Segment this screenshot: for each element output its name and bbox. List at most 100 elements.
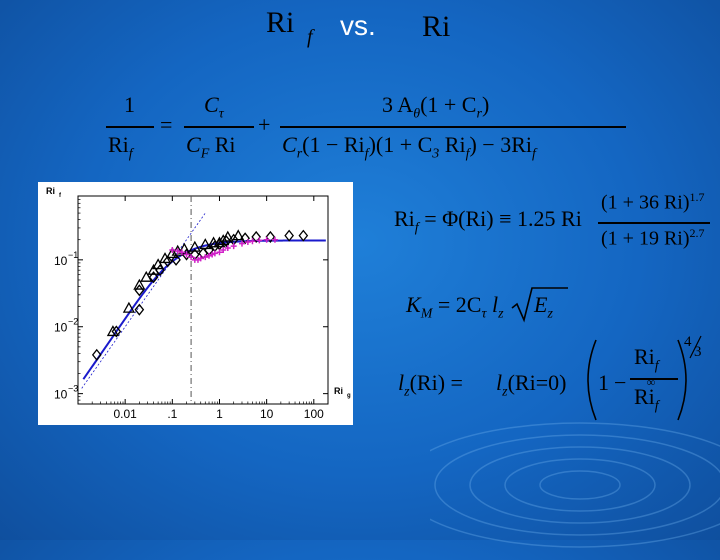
triangle-point [166,247,179,259]
eq1-t1-den: CF Ri [186,132,236,162]
triangle-point [217,234,230,246]
x-tick-label: 10 [260,407,274,421]
triangle-point [213,236,226,248]
plus-point [178,249,185,256]
eq4-parens [587,339,687,421]
plus-point [220,247,227,254]
ri-equals-line [81,212,206,389]
y-tick-label: 10 [54,321,68,335]
diamond-point [111,325,122,338]
eq4-rhs: lz(Ri=0) [496,370,567,400]
title-ri-f: Ri [266,6,295,39]
plus-point [188,254,195,261]
plus-point [206,252,213,259]
triangle-point [221,230,234,242]
plus-point [216,249,223,256]
eq1-lhs-den: Rif [108,132,133,162]
eq4-exp-den: 3 [694,344,702,360]
eq3-expr: KM = 2Cτ lz [406,292,504,322]
y-tick-label: 10 [54,254,68,268]
diamond-point [91,348,102,361]
triangle-point [140,270,153,282]
y-axis-label: Ri [46,186,55,196]
plus-point [238,240,245,247]
plus-point [211,250,218,257]
plus-point [230,243,237,250]
plus-point [256,237,263,244]
eq4-exp-num: 4 [684,334,692,350]
eq2-lhs: Rif = Φ(Ri) ≡ 1.25 Ri [394,206,582,236]
diamond-point [265,230,276,243]
y-axis-label-sub: f [59,193,62,199]
eq1-lhs-num: 1 [124,92,135,117]
plot-frame [77,195,329,405]
plus-point [197,255,204,262]
eq1-t2-bar [280,126,626,128]
eq1-lhs-bar [106,126,154,128]
eq4-lhs: lz(Ri) = [398,370,463,400]
eq1-equals: = [160,112,173,137]
triangle-point [133,278,146,290]
x-axis-label: Ri [334,386,343,396]
diamond-point [298,229,309,242]
plus-point [202,254,209,261]
slide: Ri f vs. Ri 1 Rif = Cτ CF Ri + 3 Aθ(1 + … [38,2,720,548]
eq4-exp-slash [689,335,702,359]
diamond-point [240,232,250,245]
y-tick-exponent: −1 [68,250,78,260]
eq1-plus: + [258,112,271,137]
x-tick-label: 1 [216,407,223,421]
triangle-point [178,242,191,254]
eq4-frac-bar [630,378,678,380]
plus-point [224,245,231,252]
ri-f-vs-ri-chart: 0.01.1 1 10 100 10 −1 10 −2 10 −3 Ri f Ri g [38,182,353,425]
triangle-point [152,258,165,270]
eq2-den: (1 + 19 Ri)2.7 [601,226,705,250]
y-tick-label: 10 [54,388,68,402]
triangle-point [188,240,201,252]
slide-title: Ri f vs. Ri [262,2,482,52]
eq1-t1-bar [184,126,254,128]
diamond-point [134,303,145,316]
x-tick-label: 0.01 [113,407,137,421]
eq1-t2-den: Cr(1 − Rif)(1 + C3 Rif) − 3Rif [282,132,536,162]
triangle-point [122,301,135,313]
x-axis-label-sub: g [347,393,351,399]
eq1-t1-num: Cτ [204,92,224,122]
eq3-root-body: Ez [534,292,553,322]
eq2-num: (1 + 36 Ri)1.7 [601,190,705,214]
diamond-point [251,230,262,243]
model-curve [82,239,326,380]
diamond-point [148,271,159,284]
y-tick-exponent: −2 [68,317,78,327]
sqrt-sign [511,287,568,323]
triangle-point [207,236,220,248]
plus-point [249,238,256,245]
diamond-point [162,255,173,268]
y-tick-exponent: −3 [68,384,78,394]
title-vs: vs. [340,10,376,41]
plus-point [244,238,251,245]
triangle-point [106,325,120,337]
eq4-minus: − [614,370,627,395]
plus-point [169,247,176,254]
plus-point [183,251,190,258]
eq2-bar [598,222,710,224]
eq4-frac-den: Rif∞ [634,374,659,414]
plus-point [271,236,278,243]
diamond-point [171,253,181,266]
plus-point [174,248,181,255]
triangle-point [199,238,212,250]
title-ri: Ri [422,10,451,43]
diamond-point [284,229,294,242]
x-tick-label: .1 [167,407,177,421]
eq4-one: 1 [598,370,609,395]
triangle-point [232,229,245,241]
eq1-t2-num: 3 Aθ(1 + Cr) [382,92,490,122]
x-tick-label: 100 [304,407,324,421]
triangle-point [147,263,160,275]
eq4-frac-num: Rif [634,344,659,374]
title-ri-f-sub: f [307,26,313,48]
plus-point [263,236,270,243]
